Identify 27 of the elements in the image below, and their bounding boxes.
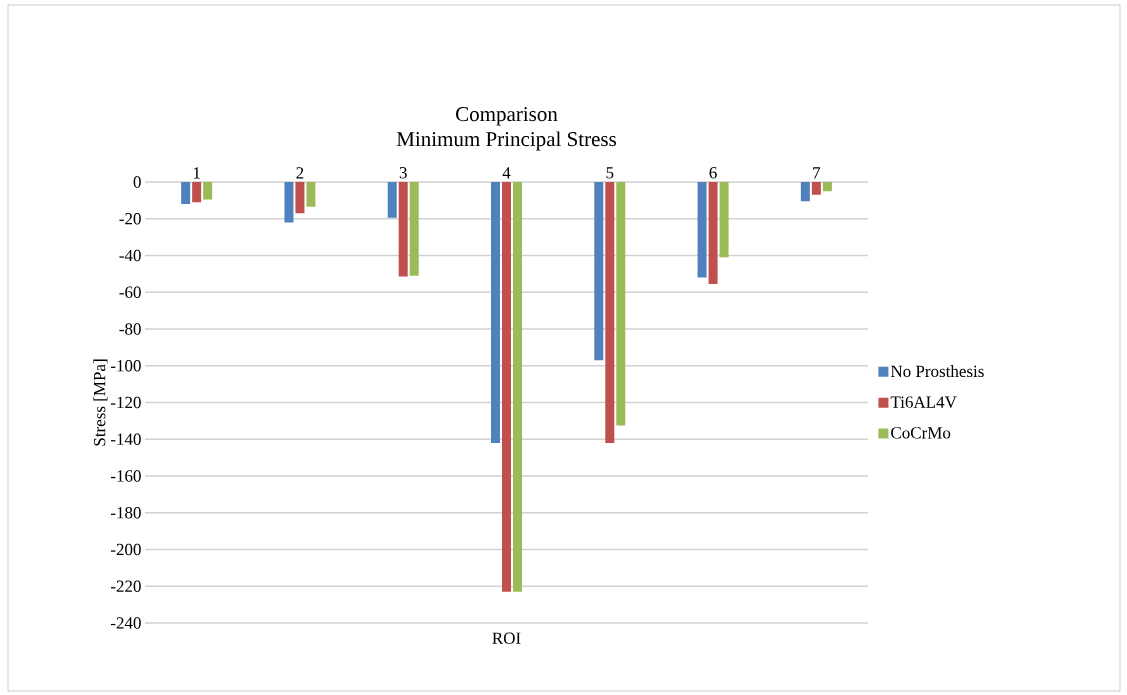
- y-tick-label: -60: [119, 286, 141, 298]
- y-tick-label: -220: [110, 580, 141, 592]
- y-tick-label: 0: [133, 176, 141, 188]
- x-tick-label: 4: [502, 167, 511, 179]
- y-axis-title: Stress [MPa]: [93, 359, 108, 446]
- chart-subtitle: Minimum Principal Stress: [396, 131, 617, 151]
- y-tick-label: -20: [119, 213, 141, 225]
- legend-label: CoCrMo: [891, 427, 951, 439]
- legend-label: Ti6AL4V: [890, 396, 957, 408]
- x-tick-label: 7: [813, 167, 821, 179]
- legend-label: No Prosthesis: [890, 365, 984, 378]
- chart-title: Comparison: [456, 107, 558, 126]
- y-tick-label: -180: [110, 507, 141, 519]
- y-tick-label: -200: [110, 543, 141, 556]
- y-tick-label: -100: [110, 360, 141, 372]
- y-tick-label: -160: [110, 470, 141, 482]
- y-tick-label: -120: [110, 396, 141, 409]
- y-tick-label: -240: [110, 617, 141, 629]
- x-axis-title: ROI: [492, 632, 521, 644]
- x-tick-label: 3: [399, 167, 407, 179]
- x-tick-label: 5: [606, 167, 614, 179]
- y-tick-label: -40: [119, 249, 141, 262]
- x-tick-label: 1: [193, 167, 200, 179]
- y-tick-label: -80: [119, 323, 141, 335]
- x-tick-label: 6: [709, 167, 717, 179]
- y-tick-label: -140: [110, 433, 141, 445]
- x-tick-label: 2: [296, 167, 304, 179]
